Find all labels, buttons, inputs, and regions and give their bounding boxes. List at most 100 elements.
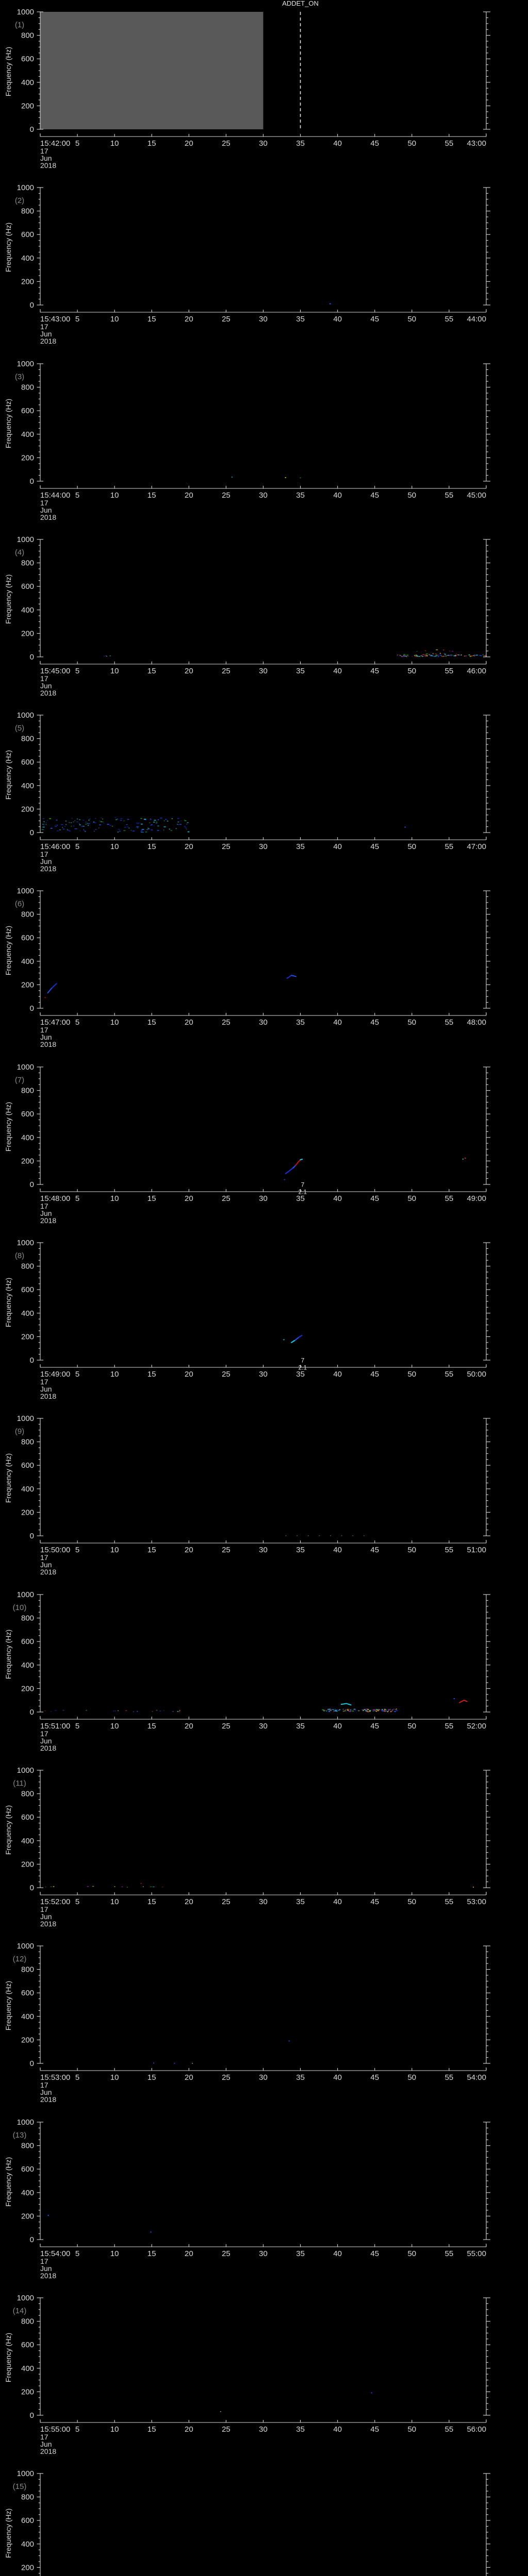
svg-text:55: 55	[445, 139, 454, 148]
svg-text:800: 800	[21, 735, 34, 743]
svg-text:10: 10	[110, 139, 119, 148]
svg-text:400: 400	[21, 1309, 34, 1318]
svg-text:(1): (1)	[15, 21, 24, 29]
svg-text:1000: 1000	[17, 1414, 34, 1423]
svg-text:400: 400	[21, 1133, 34, 1142]
svg-text:5: 5	[75, 1194, 79, 1203]
svg-text:40: 40	[333, 842, 342, 851]
svg-text:30: 30	[259, 1722, 268, 1731]
svg-text:25: 25	[222, 1897, 230, 1906]
svg-text:600: 600	[21, 1813, 34, 1822]
svg-text:35: 35	[296, 315, 305, 324]
svg-text:50: 50	[407, 1546, 416, 1554]
svg-text:10: 10	[110, 2073, 119, 2082]
svg-text:15: 15	[147, 139, 156, 148]
svg-text:800: 800	[21, 1438, 34, 1447]
svg-text:44:00: 44:00	[467, 315, 486, 324]
svg-text:200: 200	[21, 629, 34, 638]
svg-text:400: 400	[21, 430, 34, 438]
svg-text:400: 400	[21, 2364, 34, 2373]
svg-text:Frequency (Hz): Frequency (Hz)	[4, 926, 12, 975]
svg-text:35: 35	[296, 491, 305, 500]
svg-text:35: 35	[296, 1018, 305, 1027]
svg-text:600: 600	[21, 230, 34, 239]
svg-text:600: 600	[21, 2165, 34, 2174]
svg-text:Frequency (Hz): Frequency (Hz)	[4, 1453, 12, 1503]
svg-text:50: 50	[407, 1018, 416, 1027]
svg-text:1000: 1000	[17, 711, 34, 720]
svg-text:Frequency (Hz): Frequency (Hz)	[4, 223, 12, 272]
svg-text:(3): (3)	[15, 372, 24, 381]
svg-text:15: 15	[147, 491, 156, 500]
svg-text:1000: 1000	[17, 1942, 34, 1951]
svg-text:25: 25	[222, 491, 230, 500]
svg-text:20: 20	[185, 2425, 193, 2434]
svg-text:56:00: 56:00	[467, 2425, 486, 2434]
svg-text:800: 800	[21, 1086, 34, 1095]
svg-text:(13): (13)	[13, 2131, 27, 2140]
svg-text:600: 600	[21, 1637, 34, 1646]
svg-text:1000: 1000	[17, 2118, 34, 2127]
svg-text:15: 15	[147, 1546, 156, 1554]
svg-text:53:00: 53:00	[467, 1897, 486, 1906]
svg-text:(10): (10)	[13, 1603, 27, 1612]
svg-text:2018: 2018	[40, 1920, 56, 1928]
svg-text:0: 0	[30, 1180, 34, 1189]
svg-text:800: 800	[21, 2317, 34, 2326]
svg-text:54:00: 54:00	[467, 2073, 486, 2082]
svg-text:(14): (14)	[13, 2307, 27, 2315]
svg-text:600: 600	[21, 1110, 34, 1118]
svg-text:5: 5	[75, 1018, 79, 1027]
svg-text:55: 55	[445, 2073, 454, 2082]
svg-text:0: 0	[30, 301, 34, 310]
svg-text:200: 200	[21, 1509, 34, 1517]
svg-text:1000: 1000	[17, 2469, 34, 2478]
svg-text:Frequency (Hz): Frequency (Hz)	[4, 2509, 12, 2558]
svg-text:1000: 1000	[17, 183, 34, 192]
svg-text:30: 30	[259, 667, 268, 675]
svg-text:(12): (12)	[13, 1955, 27, 1963]
svg-text:25: 25	[222, 1722, 230, 1731]
svg-text:55: 55	[445, 491, 454, 500]
svg-text:1000: 1000	[17, 8, 34, 16]
svg-text:200: 200	[21, 101, 34, 110]
svg-text:50: 50	[407, 139, 416, 148]
svg-text:40: 40	[333, 139, 342, 148]
svg-text:5: 5	[75, 1722, 79, 1731]
svg-text:2018: 2018	[40, 513, 56, 521]
svg-text:45: 45	[370, 1194, 379, 1203]
svg-text:400: 400	[21, 1837, 34, 1845]
svg-text:(7): (7)	[15, 1076, 24, 1084]
svg-text:30: 30	[259, 1018, 268, 1027]
svg-text:30: 30	[259, 1897, 268, 1906]
svg-text:50: 50	[407, 1370, 416, 1379]
svg-text:10: 10	[110, 1722, 119, 1731]
svg-text:Frequency (Hz): Frequency (Hz)	[4, 2157, 12, 2206]
svg-text:10: 10	[110, 842, 119, 851]
svg-text:45: 45	[370, 491, 379, 500]
svg-text:20: 20	[185, 1018, 193, 1027]
svg-text:600: 600	[21, 2516, 34, 2525]
svg-text:50: 50	[407, 1897, 416, 1906]
svg-text:0: 0	[30, 2411, 34, 2420]
svg-text:600: 600	[21, 1285, 34, 1294]
svg-text:600: 600	[21, 2341, 34, 2349]
svg-text:Frequency (Hz): Frequency (Hz)	[4, 1805, 12, 1855]
svg-text:(15): (15)	[13, 2482, 27, 2491]
svg-text:55: 55	[445, 1897, 454, 1906]
svg-text:5: 5	[75, 1546, 79, 1554]
svg-text:Frequency (Hz): Frequency (Hz)	[4, 2333, 12, 2382]
svg-text:55: 55	[445, 1018, 454, 1027]
svg-text:25: 25	[222, 315, 230, 324]
svg-text:5: 5	[75, 1897, 79, 1906]
svg-text:55: 55	[445, 2425, 454, 2434]
svg-text:30: 30	[259, 2249, 268, 2258]
svg-text:10: 10	[110, 491, 119, 500]
svg-text:45: 45	[370, 2249, 379, 2258]
svg-text:30: 30	[259, 842, 268, 851]
svg-text:55: 55	[445, 667, 454, 675]
svg-text:35: 35	[296, 2073, 305, 2082]
svg-text:40: 40	[333, 1897, 342, 1906]
svg-text:35: 35	[296, 1722, 305, 1731]
svg-text:10: 10	[110, 315, 119, 324]
